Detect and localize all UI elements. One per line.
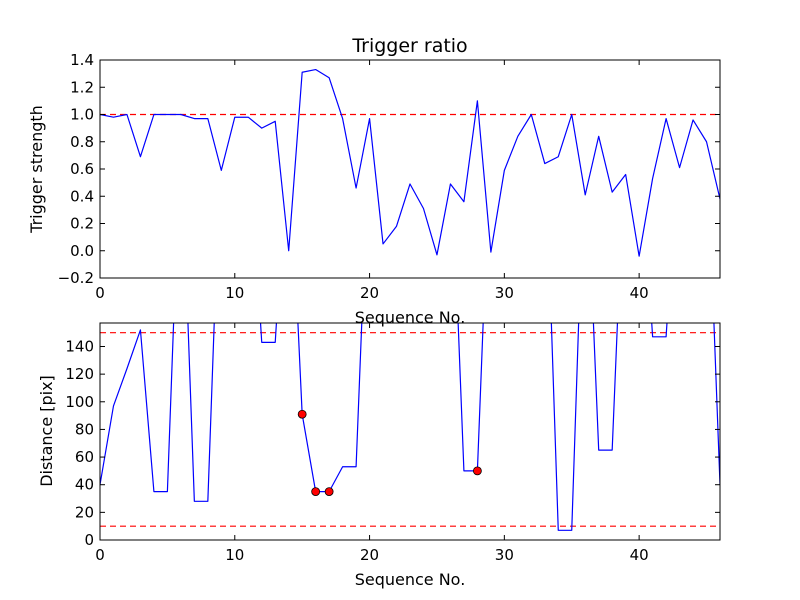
y-tick-label: 0.4 [70,187,94,205]
y-tick-label: 1.2 [70,78,94,96]
x-tick-label: 10 [225,546,244,564]
x-tick-label: 0 [95,546,105,564]
y-tick-label: 60 [75,448,94,466]
y-tick-label: 0.2 [70,215,94,233]
x-tick-label: 30 [495,284,514,302]
y-tick-label: 1.0 [70,106,94,124]
y-tick-label: 0.8 [70,133,94,151]
y-tick-label: 100 [65,393,94,411]
y-tick-label: 0.6 [70,160,94,178]
y-axis-ticks: −0.2 0.0 0.2 0.4 0.6 0.8 1.0 1.2 1.4 [58,51,720,287]
x-tick-label: 40 [630,284,649,302]
y-tick-label: 1.4 [70,51,94,69]
x-tick-label: 10 [225,284,244,302]
y-tick-label: 80 [75,420,94,438]
chart-title: Trigger ratio [351,35,467,57]
series-line [100,68,720,257]
y-axis-label: Distance [pix] [37,375,56,487]
trigger-ratio-chart: Trigger ratio 0 10 20 30 40 −0.2 0.0 0.2 0.4 0.6… [27,35,721,327]
x-axis-ticks: 0 10 20 30 40 [95,60,649,302]
y-tick-label: 20 [75,503,94,521]
highlighted-point [472,466,482,476]
distance-chart: 0 10 20 30 40 0 20 40 60 80 100 120 140 Sequence No… [37,322,721,589]
y-axis-label: Trigger strength [27,105,46,234]
series [100,323,720,531]
x-tick-label: 20 [360,546,379,564]
highlighted-points [297,409,482,497]
y-tick-label: 0 [84,531,94,549]
y-tick-label: 120 [65,365,94,383]
x-tick-label: 20 [360,284,379,302]
axes-frame [99,322,721,541]
y-tick-label: 40 [75,476,94,494]
x-axis-label: Sequence No. [355,308,466,327]
y-axis-ticks: 0 20 40 60 80 100 120 140 [65,337,720,549]
highlighted-point [297,409,307,419]
y-tick-label: 140 [65,337,94,355]
x-tick-label: 40 [630,546,649,564]
highlighted-point [324,487,334,497]
y-tick-label: 0.0 [70,242,94,260]
x-tick-label: 30 [495,546,514,564]
highlighted-point [311,487,321,497]
x-tick-label: 0 [95,284,105,302]
x-axis-ticks: 0 10 20 30 40 [95,323,649,564]
x-axis-label: Sequence No. [355,570,466,589]
reference-lines [100,332,720,527]
series-line [100,323,720,531]
series [100,68,720,257]
y-tick-label: −0.2 [58,269,94,287]
